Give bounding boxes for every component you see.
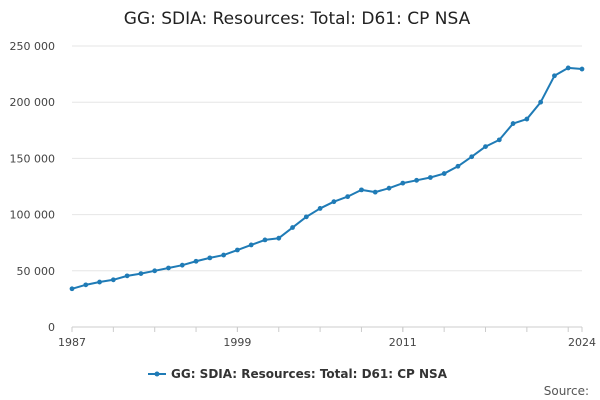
gridlines — [72, 45, 582, 328]
y-tick-label: 50 000 — [17, 265, 56, 278]
data-point[interactable] — [152, 268, 158, 274]
axes: 0 50 000 100 000 150 000 200 000 250 000 1987 1… — [10, 40, 597, 349]
y-tick-label: 150 000 — [10, 152, 56, 165]
data-point[interactable] — [538, 99, 544, 105]
data-point[interactable] — [248, 242, 254, 248]
x-tick-label: 2024 — [568, 336, 596, 349]
data-point[interactable] — [359, 187, 364, 193]
data-point[interactable] — [138, 271, 144, 277]
data-point[interactable] — [83, 282, 89, 288]
x-tick-label: 1987 — [58, 336, 86, 349]
x-tick-label: 2011 — [389, 336, 417, 349]
y-tick-label: 250 000 — [10, 40, 56, 53]
y-tick-label: 0 — [48, 321, 55, 334]
legend[interactable]: GG: SDIA: Resources: Total: D61: CP NSA — [148, 367, 448, 381]
data-point[interactable] — [400, 180, 406, 186]
chart-title: GG: SDIA: Resources: Total: D61: CP NSA — [124, 9, 471, 29]
data-point[interactable] — [455, 163, 461, 169]
data-point[interactable] — [510, 121, 516, 126]
y-tick-label: 100 000 — [10, 209, 56, 222]
data-point[interactable] — [345, 194, 351, 200]
legend-label: GG: SDIA: Resources: Total: D61: CP NSA — [171, 367, 448, 381]
source-label: Source: — [544, 384, 589, 398]
data-point[interactable] — [207, 255, 213, 261]
data-point[interactable] — [496, 137, 502, 143]
data-point[interactable] — [235, 247, 240, 253]
data-point[interactable] — [524, 116, 530, 122]
data-point[interactable] — [372, 189, 378, 195]
data-point[interactable] — [579, 66, 585, 72]
data-point[interactable] — [110, 277, 116, 283]
data-point[interactable] — [179, 262, 185, 268]
data-point[interactable] — [483, 144, 488, 149]
y-tick-label: 200 000 — [10, 96, 56, 109]
data-point[interactable] — [317, 206, 323, 211]
data-point[interactable] — [193, 258, 199, 264]
data-point[interactable] — [97, 279, 102, 285]
data-point[interactable] — [276, 235, 282, 241]
series-line — [71, 66, 583, 290]
data-point[interactable] — [303, 214, 309, 220]
data-point[interactable] — [290, 225, 295, 230]
data-point[interactable] — [331, 199, 337, 205]
x-tick-label: 1999 — [223, 336, 251, 349]
series-layer — [69, 65, 585, 292]
data-point[interactable] — [441, 171, 447, 176]
data-point[interactable] — [386, 185, 392, 191]
data-point[interactable] — [565, 65, 571, 71]
data-point[interactable] — [166, 265, 171, 271]
data-point[interactable] — [414, 177, 419, 183]
data-point[interactable] — [221, 252, 227, 258]
data-point[interactable] — [469, 154, 475, 160]
data-point[interactable] — [69, 286, 75, 292]
data-point[interactable] — [552, 73, 557, 79]
data-point[interactable] — [124, 273, 130, 279]
data-point[interactable] — [262, 237, 268, 243]
legend-marker — [154, 371, 160, 377]
data-point[interactable] — [427, 175, 433, 180]
